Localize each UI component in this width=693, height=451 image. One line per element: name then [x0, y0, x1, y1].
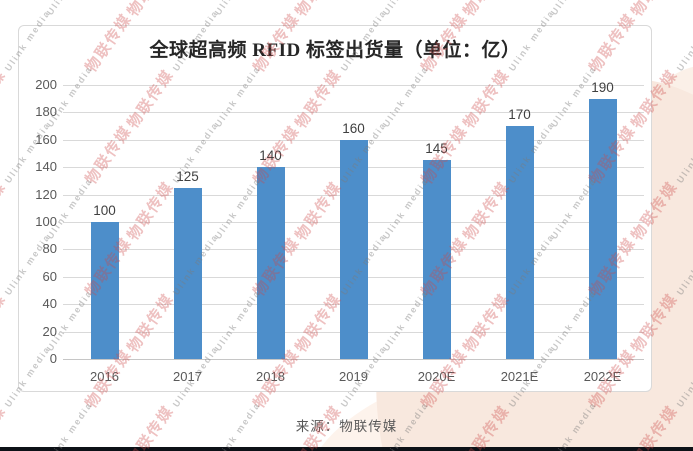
bar-value-label: 190 [591, 79, 614, 95]
watermark-stamp: 物联传媒 [0, 290, 10, 357]
chart-title: 全球超高频 RFID 标签出货量（单位：亿） [149, 40, 521, 61]
bar-value-label: 160 [342, 120, 365, 136]
watermark-stamp: 物联传媒 [629, 0, 682, 20]
watermark-latin-text: Ulink media [213, 0, 263, 17]
watermark-stamp: 物联传媒 [0, 66, 10, 133]
x-axis-tick-label: 2022E [583, 369, 622, 384]
bar-2022E [588, 98, 617, 359]
watermark-cjk-text: 物联传媒 [125, 0, 178, 20]
x-axis-tick-label: 2016 [90, 369, 119, 384]
bar-2019 [339, 139, 368, 359]
watermark-stamp: Ulink media [549, 0, 599, 17]
watermark-latin-text: Ulink media [45, 0, 95, 17]
watermark-stamp: Ulink media [45, 0, 95, 17]
watermark-cjk-text: 物联传媒 [0, 178, 10, 244]
source-note: 来源：物联传媒 [295, 419, 398, 434]
x-axis-tick-label: 2020E [417, 369, 456, 384]
y-axis-tick-label: 100 [35, 214, 57, 229]
y-axis-tick-label: 160 [35, 131, 57, 147]
watermark-cjk-text: 物联传媒 [0, 0, 10, 20]
watermark-cjk-text: 物联传媒 [461, 0, 514, 20]
y-axis-tick-label: 60 [42, 268, 57, 284]
watermark-latin-text: Ulink media [674, 344, 693, 409]
y-axis-tick-label: 40 [42, 296, 57, 312]
y-axis-tick-label: 120 [35, 186, 57, 202]
watermark-stamp: Ulink media [674, 232, 693, 297]
bar-value-label: 170 [508, 107, 531, 123]
y-axis-tick-label: 0 [49, 351, 57, 366]
chart-panel: 全球超高频 RFID 标签出货量（单位：亿） 0 20 40 60 80 100 120 14… [18, 25, 652, 392]
x-axis-line [63, 359, 644, 360]
watermark-stamp: 物联传媒 [0, 0, 10, 20]
y-axis-tick-label: 20 [42, 323, 57, 339]
watermark-stamp: 物联传媒 [461, 0, 514, 20]
bar-2018 [256, 167, 285, 359]
watermark-stamp: Ulink media [381, 0, 431, 17]
bar-value-label: 100 [93, 203, 116, 218]
watermark-stamp: Ulink media [674, 120, 693, 185]
watermark-stamp: Ulink media [213, 0, 263, 17]
watermark-stamp: 物联传媒 [0, 178, 10, 245]
y-axis-tick-label: 200 [35, 77, 57, 92]
x-axis-tick-label: 2017 [173, 369, 202, 384]
bar-2021E [505, 126, 534, 359]
watermark-latin-text: Ulink media [674, 8, 693, 73]
bar-2016 [90, 222, 119, 359]
bar-2017 [173, 187, 202, 359]
watermark-latin-text: Ulink media [674, 120, 693, 185]
watermark-stamp: 物联传媒 [125, 0, 178, 20]
watermark-cjk-text: 物联传媒 [629, 0, 682, 20]
watermark-stamp: 物联传媒 [293, 0, 346, 20]
watermark-stamp: Ulink media [674, 8, 693, 73]
y-axis-tick-label: 180 [35, 104, 57, 120]
bar-value-label: 145 [425, 141, 448, 157]
x-axis-tick-label: 2019 [339, 369, 368, 384]
watermark-latin-text: Ulink media [381, 0, 431, 17]
x-axis-tick-label: 2021E [500, 369, 539, 384]
watermark-cjk-text: 物联传媒 [0, 66, 10, 132]
gridline [63, 112, 644, 114]
x-axis-tick-label: 2018 [256, 369, 285, 384]
watermark-cjk-text: 物联传媒 [0, 290, 10, 356]
gridline [63, 85, 644, 86]
bottom-border-bar [0, 447, 693, 451]
watermark-stamp: Ulink media [674, 344, 693, 409]
bar-2020E [422, 160, 451, 359]
y-axis-tick-label: 140 [35, 159, 57, 175]
watermark-latin-text: Ulink media [549, 0, 599, 17]
y-axis-tick-label: 80 [42, 241, 57, 257]
watermark-cjk-text: 物联传媒 [293, 0, 346, 20]
bar-value-label: 125 [176, 168, 199, 184]
watermark-latin-text: Ulink media [674, 232, 693, 297]
bar-value-label: 140 [259, 148, 282, 164]
